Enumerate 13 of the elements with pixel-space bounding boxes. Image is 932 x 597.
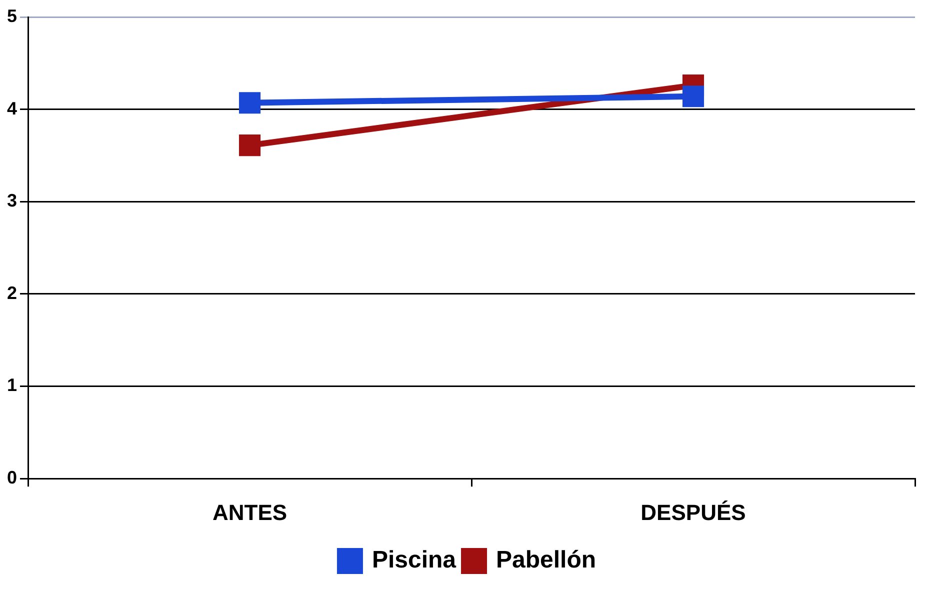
point: [238, 92, 261, 114]
x-tick-label: DESPUÉS: [640, 500, 746, 525]
y-tick-label: 1: [6, 375, 18, 396]
y-tick-label: 2: [6, 282, 18, 303]
legend-label: Piscina: [372, 546, 457, 574]
y-tick-label: 4: [6, 98, 18, 118]
y-tick-label: 3: [6, 190, 18, 211]
point: [682, 86, 704, 108]
point: [238, 134, 261, 156]
x-tick-label: ANTES: [212, 500, 288, 525]
legend-label: Pabellón: [496, 546, 596, 574]
y-tick-label: 5: [6, 6, 18, 26]
y-tick-label: 0: [6, 468, 18, 488]
